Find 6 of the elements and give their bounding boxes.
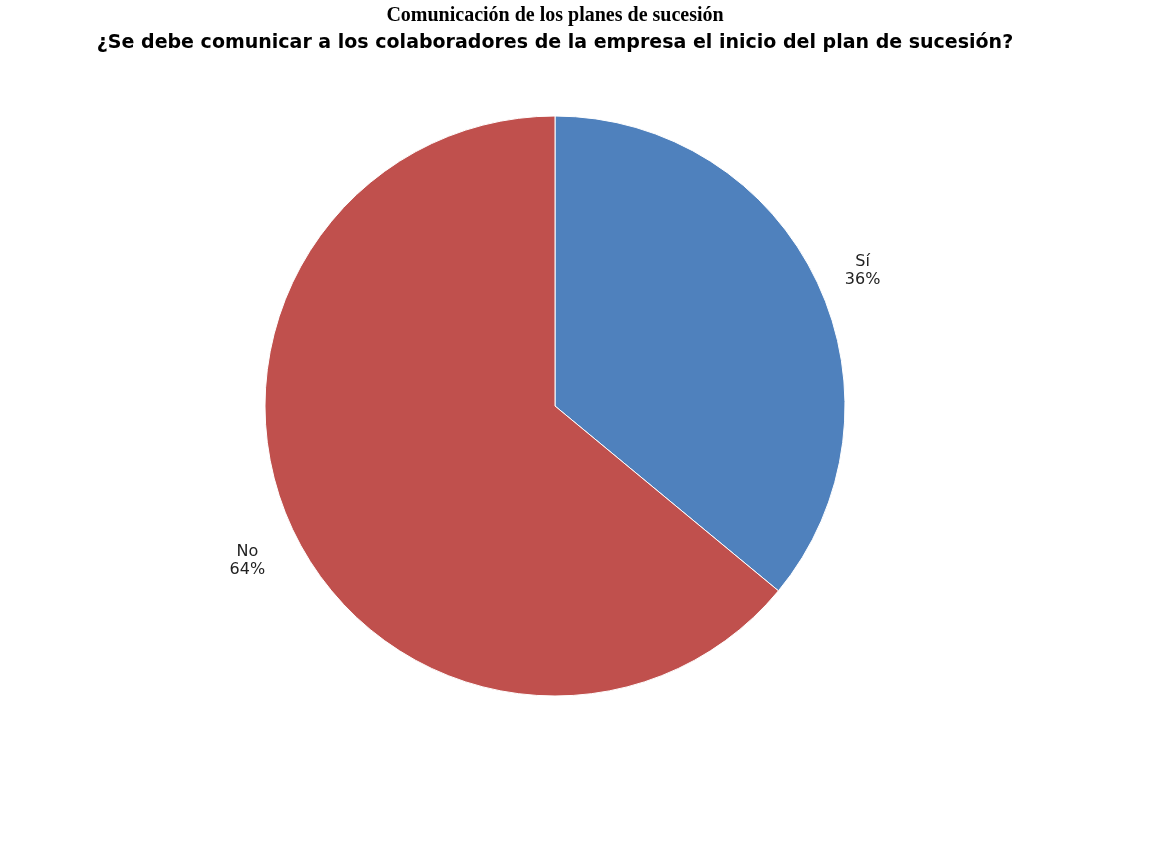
slice-label: Sí <box>855 251 871 271</box>
data-label: 36% <box>844 269 881 289</box>
chart-subtitle: ¿Se debe comunicar a los colaboradores de la empresa el inicio del plan de sucesión? <box>96 30 1014 52</box>
data-label: 64% <box>229 558 266 578</box>
chart-title: Comunicación de los planes de sucesión <box>386 3 724 26</box>
slice-label: No <box>236 540 259 560</box>
